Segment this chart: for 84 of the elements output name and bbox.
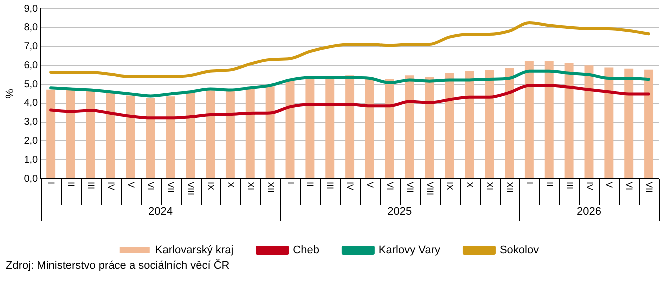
y-tick-label: 8,0 (24, 22, 39, 34)
x-tick-label: I (524, 182, 535, 185)
line-series (50, 70, 651, 98)
bar (186, 93, 196, 178)
bar (385, 79, 394, 178)
x-tick-label: V (366, 182, 376, 188)
x-tick-label: X (226, 182, 236, 188)
bar (366, 77, 374, 178)
x-tick-label: V (604, 182, 615, 188)
x-tick-label: V (126, 182, 136, 188)
bar (326, 79, 335, 178)
x-tick-label: VI (385, 182, 396, 191)
bar (346, 76, 355, 178)
x-tick-label: X (465, 182, 476, 188)
x-tick-label: IV (106, 182, 116, 191)
x-tick-label: II (66, 182, 77, 188)
bar (564, 63, 574, 178)
x-tick-label: IX (206, 182, 216, 191)
bar (166, 96, 176, 178)
bar (405, 76, 414, 178)
x-tick-label: IV (584, 182, 595, 191)
x-tick-label: VII (166, 182, 176, 194)
bar (266, 86, 275, 178)
y-tick-label: 3,0 (24, 117, 39, 128)
bar (544, 61, 554, 178)
x-tick-label: I (286, 182, 296, 185)
legend-label: Cheb (293, 244, 320, 257)
x-tick-label: IX (445, 182, 456, 191)
y-tick-label: 5,0 (24, 79, 39, 90)
x-tick-label: VIII (425, 182, 436, 196)
bar (246, 89, 255, 178)
x-tick-label: II (306, 182, 316, 188)
bar (505, 68, 514, 178)
bar (465, 71, 474, 178)
x-tick-label: VII (405, 182, 416, 194)
bar (226, 91, 235, 178)
bar (46, 90, 56, 178)
bar (306, 79, 315, 178)
bar (106, 92, 116, 178)
x-tick-label: I (46, 182, 57, 185)
bar (445, 73, 454, 178)
x-tick-label: VIII (186, 182, 196, 196)
text: Zdroj: Ministerstvo práce a sociálních věcí ČR (5, 260, 231, 272)
line-series (50, 84, 651, 120)
bar (425, 77, 434, 178)
y-tick-label: 6,0 (24, 60, 39, 72)
y-tick-label: 2,0 (24, 136, 39, 147)
bar (624, 68, 634, 178)
line-series (50, 21, 651, 78)
x-tick-label: XI (485, 182, 496, 191)
x-tick-label: VI (146, 182, 156, 191)
bar (126, 96, 136, 178)
x-tick-label: III (564, 182, 575, 190)
x-tick-label: XII (266, 182, 276, 194)
x-tick-label: II (544, 182, 555, 188)
x-tick-label: IV (346, 182, 356, 191)
bar (485, 70, 494, 178)
text: 2026 (576, 206, 602, 218)
legend-label: Sokolov (500, 244, 540, 257)
x-tick-label: VI (624, 182, 635, 191)
x-tick-label: XI (246, 182, 256, 191)
bar (146, 98, 156, 178)
bar (604, 68, 614, 178)
y-tick-label: 1,0 (24, 154, 39, 166)
y-tick-label: 7,0 (24, 42, 39, 53)
bar (86, 90, 96, 178)
y-axis-title: % (4, 88, 17, 99)
legend-label: Karlovarský kraj (155, 244, 234, 257)
y-tick-label: 9,0 (24, 4, 39, 15)
bar (644, 70, 654, 178)
bar (524, 61, 534, 178)
y-tick-label: 4,0 (24, 98, 39, 110)
x-tick-label: XII (505, 182, 516, 194)
text: 2024 (148, 206, 173, 218)
x-tick-label: III (86, 182, 96, 190)
bar (286, 81, 295, 178)
bar (66, 90, 76, 178)
bar (584, 66, 594, 178)
x-tick-label: VII (644, 182, 655, 194)
bar (206, 90, 216, 178)
legend-label: Karlovy Vary (378, 244, 441, 257)
y-tick-label: 0,0 (24, 174, 39, 185)
text: 2025 (388, 206, 412, 218)
x-tick-label: III (326, 182, 336, 190)
